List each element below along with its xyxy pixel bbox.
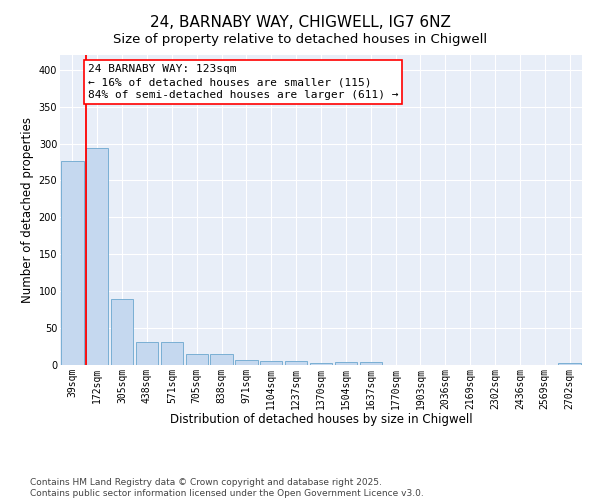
Text: Size of property relative to detached houses in Chigwell: Size of property relative to detached ho… xyxy=(113,32,487,46)
Bar xyxy=(285,360,307,365)
Text: Contains HM Land Registry data © Crown copyright and database right 2025.
Contai: Contains HM Land Registry data © Crown c… xyxy=(30,478,424,498)
Bar xyxy=(185,354,208,365)
Bar xyxy=(235,360,257,365)
Bar xyxy=(310,363,332,365)
Bar xyxy=(111,298,133,365)
Text: 24, BARNABY WAY, CHIGWELL, IG7 6NZ: 24, BARNABY WAY, CHIGWELL, IG7 6NZ xyxy=(149,15,451,30)
Bar xyxy=(559,363,581,365)
Bar xyxy=(211,354,233,365)
Bar xyxy=(61,160,83,365)
Text: 24 BARNABY WAY: 123sqm
← 16% of detached houses are smaller (115)
84% of semi-de: 24 BARNABY WAY: 123sqm ← 16% of detached… xyxy=(88,64,398,100)
X-axis label: Distribution of detached houses by size in Chigwell: Distribution of detached houses by size … xyxy=(170,413,472,426)
Bar xyxy=(359,362,382,365)
Bar xyxy=(86,148,109,365)
Bar xyxy=(136,342,158,365)
Bar xyxy=(260,360,283,365)
Y-axis label: Number of detached properties: Number of detached properties xyxy=(22,117,34,303)
Bar xyxy=(161,342,183,365)
Bar xyxy=(335,362,357,365)
